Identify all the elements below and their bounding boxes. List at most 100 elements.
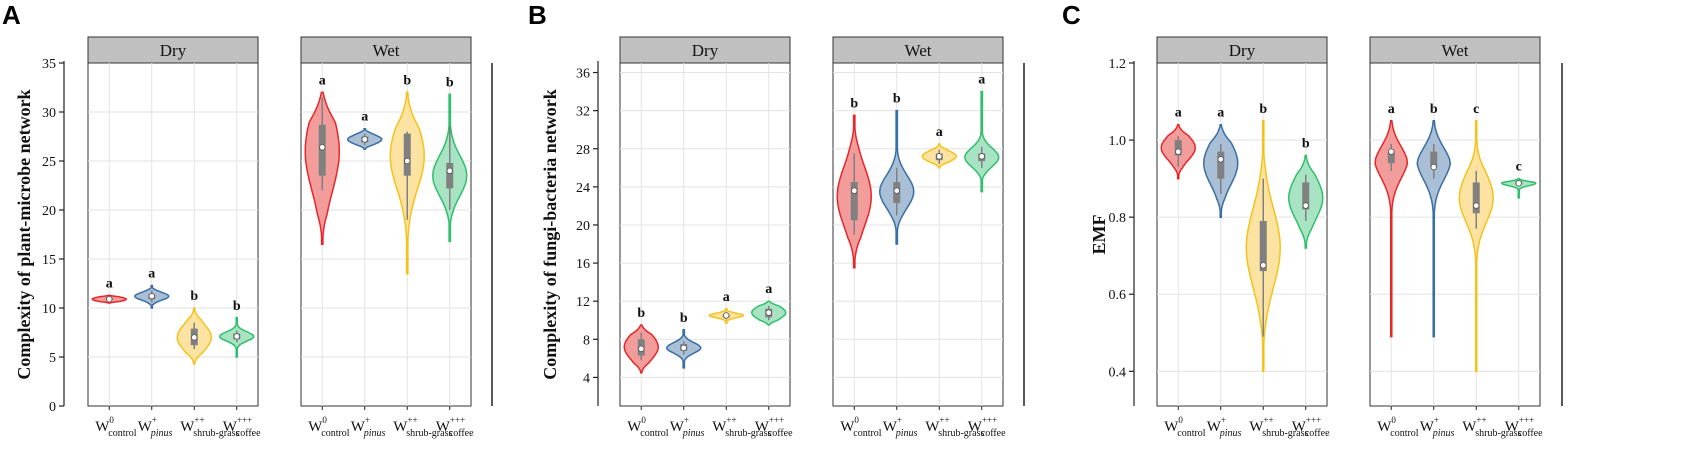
facet-title: Wet [1442, 41, 1469, 60]
x-tick-label-sub: shrub-grass [725, 428, 771, 439]
x-tick-label-sub: shrub-grass [1475, 428, 1521, 439]
x-tick-label-sub: coffee [981, 428, 1006, 439]
x-tick-label-base: W [627, 419, 642, 435]
mean-point [936, 153, 943, 160]
significance-letter: b [446, 75, 454, 90]
x-tick-label-sup: +++ [982, 415, 997, 425]
x-tick-label-sup: + [1221, 415, 1226, 425]
y-axis-label: Complexity of fungi-bacteria network [540, 89, 560, 379]
x-tick-label-sup: 0 [641, 415, 646, 425]
x-tick-label-sub: control [853, 428, 882, 439]
x-tick-label-sup: +++ [1519, 415, 1534, 425]
x-tick-label-base: W [925, 419, 940, 435]
x-tick-label: W+ [883, 415, 902, 435]
iqr-box [1259, 221, 1267, 272]
significance-letter: c [1473, 102, 1479, 117]
x-tick-label-sub: shrub-grass [193, 428, 239, 439]
violin-coffee: c [1500, 160, 1537, 199]
x-tick-label-base: W [670, 419, 685, 435]
y-tick-label: 4 [583, 371, 590, 386]
significance-letter: b [1259, 102, 1267, 117]
y-tick-label: 20 [42, 204, 56, 219]
violin-coffee: a [964, 73, 1000, 193]
y-tick-label: 25 [42, 155, 56, 170]
x-tick-label-sub: pinus [363, 428, 386, 439]
x-tick-label-sup: ++ [726, 415, 736, 425]
x-tick-label: W+ [1207, 415, 1226, 435]
mean-point [446, 167, 453, 174]
iqr-box [850, 182, 858, 221]
mean-point [361, 136, 368, 143]
mean-point [1260, 262, 1267, 269]
x-tick-label: W+++ [436, 415, 465, 435]
x-tick-label-sub: pinus [1219, 428, 1242, 439]
x-tick-label: W++ [925, 415, 949, 435]
y-tick-label: 30 [42, 106, 56, 121]
mean-point [404, 157, 411, 165]
significance-letter: c [1516, 160, 1522, 175]
x-tick-label-base: W [180, 419, 195, 435]
x-tick-label-sub: shrub-grass [1262, 428, 1308, 439]
panel-B: B Complexity of fungi-bacteria network 4 8 1… [528, 0, 1025, 439]
mean-point [893, 187, 900, 194]
violin-shrub: b [176, 289, 212, 365]
significance-letter: a [148, 266, 155, 281]
y-tick-label: 35 [42, 57, 56, 72]
significance-letter: b [190, 289, 198, 304]
mean-point [191, 334, 198, 341]
violin-shape [1416, 120, 1452, 338]
y-tick-label: 36 [576, 67, 590, 82]
mean-point [319, 144, 326, 151]
x-tick-label: W++ [712, 415, 736, 435]
significance-letter: a [936, 125, 943, 140]
x-tick-label-sup: 0 [1178, 415, 1183, 425]
x-tick-label-sub: coffee [236, 428, 261, 439]
facet-strip [87, 36, 259, 64]
x-tick-label: W0 [1164, 415, 1183, 435]
x-tick-label-sub: pinus [895, 428, 918, 439]
significance-letter: b [680, 311, 688, 326]
x-tick-label: W0 [840, 415, 859, 435]
significance-letter: a [1175, 106, 1182, 121]
significance-letter: b [850, 96, 858, 111]
x-tick-label-sup: 0 [322, 415, 327, 425]
violin-control: a [304, 73, 340, 246]
plot-frame [87, 62, 259, 407]
y-tick-label: 15 [42, 253, 56, 268]
x-tick-label-sup: 0 [109, 415, 114, 425]
x-tick-label-base: W [755, 419, 770, 435]
y-tick-label: 0.8 [1109, 211, 1127, 226]
significance-letter: b [1430, 102, 1438, 117]
x-tick-label-sup: 0 [854, 415, 859, 425]
violin-control: b [836, 96, 872, 269]
mean-point [1473, 202, 1480, 209]
x-tick-label: W0 [308, 415, 327, 435]
mean-point [680, 344, 687, 352]
iqr-box [1387, 151, 1395, 164]
x-tick-label-sup: ++ [1476, 415, 1486, 425]
x-tick-label: W0 [95, 415, 114, 435]
x-tick-label: W0 [1377, 415, 1396, 435]
x-tick-label-sup: ++ [194, 415, 204, 425]
mean-point [723, 312, 730, 319]
iqr-box [1430, 151, 1438, 168]
facet-strip [1156, 36, 1328, 64]
mean-point [1302, 202, 1309, 209]
violin-pinus: a [1203, 106, 1239, 218]
x-tick-label-base: W [1505, 419, 1520, 435]
y-tick-label: 0.6 [1109, 288, 1127, 303]
x-tick-label-base: W [1207, 419, 1222, 435]
x-tick-label: W0 [627, 415, 646, 435]
mean-point [148, 293, 155, 300]
significance-letter: a [361, 110, 368, 125]
violin-pinus: a [347, 110, 383, 150]
mean-point [233, 333, 240, 340]
significance-letter: a [978, 73, 985, 88]
x-tick-label-sub: pinus [682, 428, 705, 439]
iqr-box [1472, 182, 1480, 214]
x-tick-label-sub: control [1177, 428, 1206, 439]
significance-letter: a [1388, 102, 1395, 117]
